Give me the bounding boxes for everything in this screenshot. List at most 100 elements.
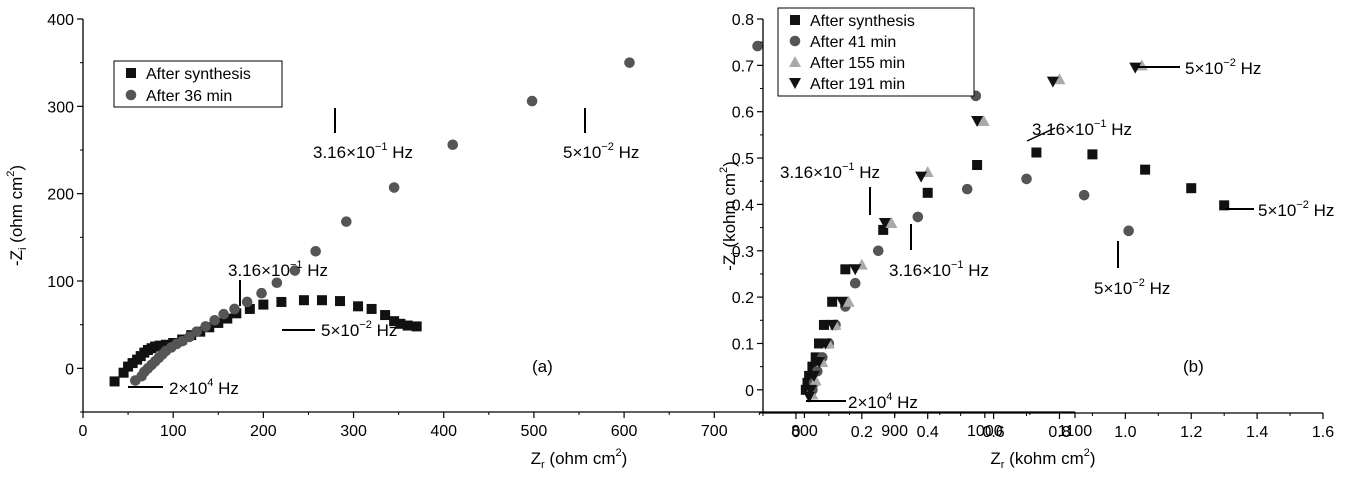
legend-marker [789,78,801,89]
data-point [388,182,400,193]
annotation-mantissa: 3.16×10 [889,261,951,280]
x-axis-label-close: ) [1090,449,1096,468]
data-point [222,313,233,324]
y-tick-label: 0.3 [732,244,754,261]
frequency-annotation: 3.16×10−1 Hz [313,141,413,162]
x-axis-label-close: ) [622,449,628,468]
data-point [241,296,253,308]
annotation-mantissa: 3.16×10 [780,163,842,182]
x-tick-label: 500 [521,423,548,440]
series-after-synthesis [109,295,422,387]
data-point [310,246,321,257]
data-point [1140,164,1151,175]
y-axis-label-subscript: i [17,248,29,250]
annotation-exponent: −2 [1296,199,1309,211]
x-tick-label: 900 [881,423,908,440]
annotation-exponent: −1 [1094,118,1107,130]
data-point [389,316,400,327]
annotation-exponent: −1 [842,161,855,173]
data-point [827,296,838,307]
frequency-annotation: 5×10−2 Hz [563,141,639,162]
chart-panel-b: 0 0.2 0.4 0.6 0.8 1.0 1.2 1.4 1.6 0 0.1 0.2 0.3 0.4 0.… [718,7,1334,471]
frequency-annotation: 3.16×10−1 Hz [889,259,989,280]
data-point [1087,149,1098,160]
annotation-unit: Hz [1236,59,1262,78]
annotation-unit: Hz [614,143,640,162]
frequency-annotation: 3.16×10−1 Hz [780,161,880,182]
x-tick-label: 1.6 [1312,424,1334,441]
y-tick-label: 0.1 [732,336,754,353]
data-point [1053,73,1066,85]
legend-label: After synthesis [810,13,915,30]
annotation-leader [1026,127,1056,142]
data-point [826,319,839,331]
x-tick-label: 0.8 [1048,424,1070,441]
x-axis-label-superscript: 2 [1084,447,1090,459]
x-tick-label: 100 [160,423,187,440]
data-point [366,303,377,314]
data-point [912,211,924,223]
x-tick-label: 200 [250,423,277,440]
data-point [402,320,413,331]
data-point [1078,189,1090,201]
series-after-191-min [803,62,1142,403]
frequency-annotation: 5×10−2 Hz [1185,57,1261,78]
frequency-annotation: 3.16×10−1 Hz [228,259,328,280]
data-point [353,301,364,312]
data-point [878,217,891,229]
x-tick-label: 800 [791,423,818,440]
x-tick-label: 1.2 [1180,424,1202,441]
x-tick-label: 0.2 [851,424,873,441]
x-axis-label: Zr (ohm cm2) [531,447,628,471]
x-tick-label: 0 [79,423,88,440]
annotation-mantissa: 3.16×10 [313,143,375,162]
x-tick-label: 0.4 [917,424,939,441]
x-axis-label-unit: (kohm cm [1004,449,1083,468]
data-point [752,40,763,52]
x-tick-label: 1000 [967,423,1003,440]
annotation-mantissa: 5×10 [563,143,601,162]
data-point [885,216,898,228]
y-axis-label: -Zi (ohm cm2) [5,165,29,266]
annotation-exponent: −2 [1132,277,1145,289]
annotation-exponent: 4 [886,391,892,403]
data-point [380,310,391,321]
legend-marker [789,56,801,67]
y-axis-label-unit: (ohm cm [7,177,26,248]
x-axis-label-main: Z [990,449,1000,468]
x-tick-label: 300 [340,423,367,440]
data-point [341,216,352,227]
y-axis-label-close: ) [7,165,26,171]
annotation-exponent: 4 [207,377,213,389]
annotation-unit: Hz [302,261,328,280]
legend-marker [125,89,137,101]
data-point [803,391,816,403]
annotation-exponent: −1 [290,259,303,271]
frequency-annotation: 3.16×10−1 Hz [1032,118,1132,139]
legend-label: After 41 min [810,34,896,51]
data-point [809,374,822,386]
legend-box [777,7,975,97]
data-point [154,340,165,351]
y-axis-label-main: -Z [7,250,26,266]
data-point [977,114,990,126]
frequency-annotation: 5×10−2 Hz [1258,199,1334,220]
legend: After synthesis After 41 min After 155 min… [777,7,975,97]
annotation-unit: Hz [1106,120,1132,139]
legend-label: After 155 min [810,55,905,72]
annotation-unit: Hz [854,163,880,182]
x-axis-label-subscript: r [1001,459,1005,471]
data-point [335,296,346,307]
legend-marker [126,68,136,78]
y-axis-label-subscript: i [730,252,742,254]
legend-label: After 191 min [810,76,905,93]
x-tick-label: 1100 [1058,423,1093,440]
frequency-annotation: 2×104 Hz [848,391,918,412]
annotation-mantissa: 5×10 [321,321,359,340]
data-point [836,296,849,308]
y-tick-label: 0.7 [732,58,754,75]
legend-label: After 36 min [146,88,232,105]
data-point [229,303,240,315]
data-point [1219,200,1230,211]
